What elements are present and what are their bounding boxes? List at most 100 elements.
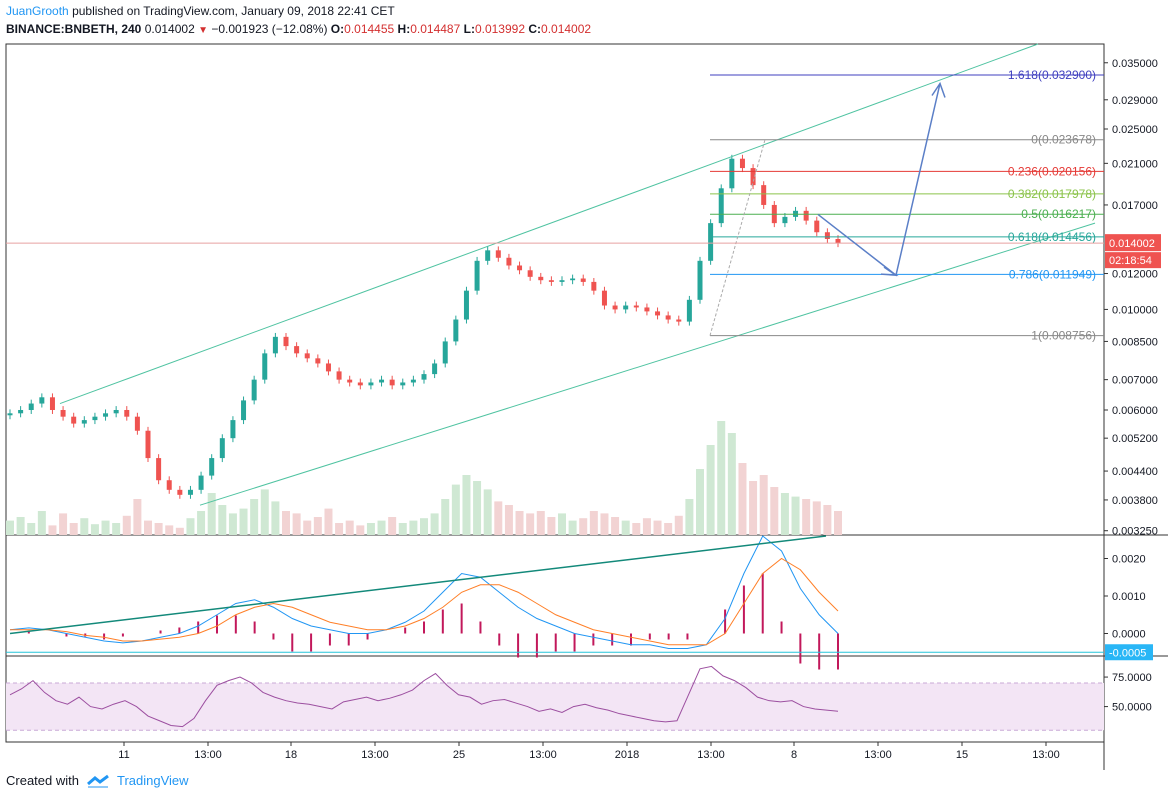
candle-body	[655, 311, 661, 316]
price-axis-label: 0.007000	[1112, 375, 1158, 387]
macd-trend-line	[9, 535, 827, 635]
low-label: L:	[463, 22, 475, 36]
volume-bar	[600, 513, 609, 535]
created-with-label: Created with	[6, 773, 79, 788]
volume-bar	[770, 487, 779, 535]
volume-bar	[59, 513, 68, 535]
macd-axis-label: 0.0010	[1112, 591, 1146, 603]
low-value: 0.013992	[474, 22, 526, 36]
time-axis-label: 18	[285, 749, 297, 761]
candle-body	[421, 374, 427, 380]
candle-body	[601, 290, 607, 306]
candle-body	[187, 489, 193, 495]
volume-bar	[260, 489, 269, 535]
volume-bar	[579, 518, 588, 535]
candle-body	[527, 270, 533, 277]
volume-bar	[239, 508, 248, 535]
candle-body	[336, 371, 342, 380]
candle-body	[580, 278, 586, 282]
candle-body	[81, 420, 87, 424]
chart-canvas[interactable]: 0.035000 0.029000 0.025000 0.021000 0.017000…	[0, 0, 1168, 770]
candle-body	[39, 397, 45, 404]
volume-bar	[568, 520, 577, 535]
volume-bar	[80, 518, 89, 535]
candle-body	[347, 379, 353, 383]
candle-body	[432, 363, 438, 375]
volume-bar	[749, 481, 758, 535]
candle-body	[379, 379, 385, 383]
volume-bar	[589, 511, 598, 535]
open-value: 0.014455	[344, 22, 395, 36]
time-axis-label: 2018	[615, 749, 639, 761]
time-axis-label: 13:00	[194, 749, 222, 761]
candle-body	[92, 416, 98, 421]
candle-body	[241, 400, 247, 421]
candle-body	[495, 250, 501, 258]
candle-body	[410, 379, 416, 383]
candle-body	[209, 458, 215, 476]
publish-line: JuanGrooth published on TradingView.com,…	[6, 4, 395, 18]
volume-bar	[632, 523, 641, 535]
price-axis-label: 0.003250	[1112, 526, 1158, 538]
candle-body	[453, 319, 459, 342]
volume-bar	[727, 433, 736, 535]
channel-lower-line	[199, 222, 1096, 506]
last-price-label: 0.014002	[1109, 238, 1155, 250]
volume-bar	[409, 520, 418, 535]
fib-level-label: 0.382(0.017978)	[1008, 187, 1096, 201]
candle-body	[251, 379, 257, 401]
price-axis-label: 0.025000	[1112, 124, 1158, 136]
candle-body	[177, 489, 183, 495]
volume-bar	[228, 513, 237, 535]
open-label: O:	[330, 22, 345, 36]
price-axis-label: 0.029000	[1112, 95, 1158, 107]
candle-body	[124, 409, 130, 417]
macd-current-label: -0.0005	[1109, 647, 1146, 659]
time-axis-label: 13:00	[864, 749, 892, 761]
fib-level-label: 0.5(0.016217)	[1021, 207, 1096, 221]
price-axis-label: 0.003800	[1112, 495, 1158, 507]
candle-body	[325, 363, 331, 372]
macd-axis-label: 0.0000	[1112, 629, 1146, 641]
ohlc-line: BINANCE:BNBETH, 240 0.014002 ▼ −0.001923…	[6, 22, 591, 36]
price-axis-label: 0.017000	[1112, 200, 1158, 212]
countdown-box	[1105, 252, 1161, 269]
volume-bar	[335, 523, 344, 535]
price-axis-label: 0.012000	[1112, 269, 1158, 281]
macd-axis-label: 0.0020	[1112, 554, 1146, 566]
volume-bar	[823, 505, 832, 535]
volume-bar	[420, 518, 428, 535]
volume-bar	[377, 520, 386, 535]
candle-body	[103, 413, 109, 417]
volume-bar	[717, 421, 726, 535]
tradingview-logo-icon	[87, 774, 109, 788]
volume-bar	[462, 475, 471, 535]
candle-body	[219, 438, 225, 459]
tradingview-brand[interactable]: TradingView	[116, 773, 189, 788]
volume-bar	[101, 520, 110, 535]
candle-body	[463, 290, 469, 320]
candle-body	[824, 232, 830, 239]
volume-bar	[37, 511, 46, 535]
volume-bar	[526, 513, 535, 535]
candle-body	[400, 382, 406, 386]
time-axis-label: 8	[791, 749, 797, 761]
footer: Created with TradingView	[6, 773, 189, 788]
candle-body	[389, 379, 395, 386]
candle-body	[294, 346, 300, 354]
candle-body	[71, 416, 77, 424]
candle-body	[166, 480, 172, 490]
candle-body	[517, 265, 523, 271]
author-link[interactable]: JuanGrooth	[6, 4, 69, 18]
volume-bar	[621, 520, 630, 535]
volume-bar	[207, 493, 216, 535]
candle-body	[708, 223, 714, 261]
volume-bar	[451, 484, 460, 535]
volume-bar	[547, 517, 556, 535]
candle-body	[665, 315, 671, 320]
price-axis-label: 0.021000	[1112, 158, 1158, 170]
volume-bar	[48, 525, 57, 535]
candle-body	[570, 278, 576, 281]
macd-current-box	[1105, 644, 1153, 661]
high-label: H:	[397, 22, 411, 36]
